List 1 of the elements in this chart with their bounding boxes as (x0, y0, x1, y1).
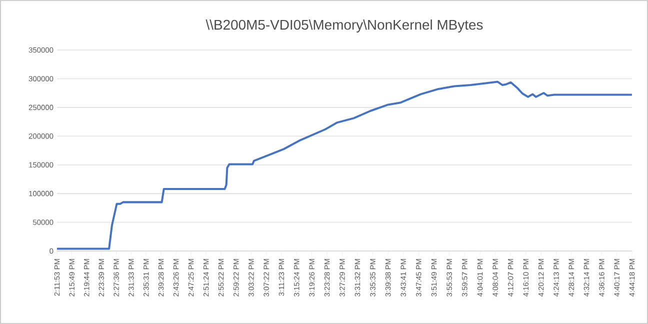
chart-title: \\B200M5-VDI05\Memory\NonKernel MBytes (206, 20, 483, 32)
